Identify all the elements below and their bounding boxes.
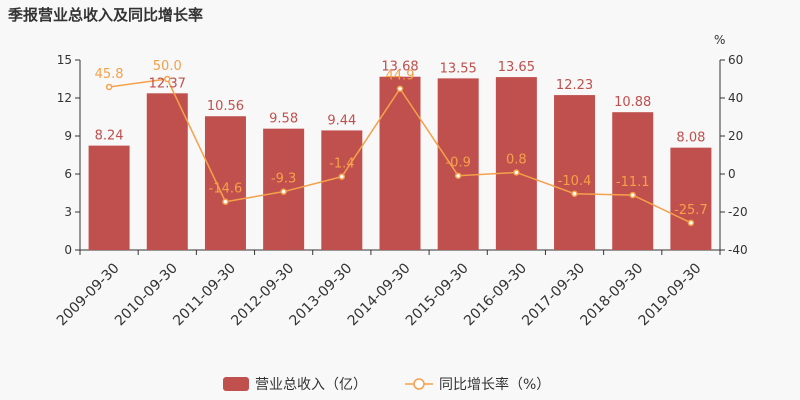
growth-point-label: -14.6 — [209, 182, 243, 197]
growth-point-label: -25.7 — [674, 203, 708, 218]
legend[interactable]: 营业总收入（亿） 同比增长率（%） — [223, 376, 550, 393]
left-axis-tick-label: 6 — [64, 167, 72, 181]
growth-point[interactable] — [338, 173, 346, 180]
revenue-bar[interactable] — [146, 93, 188, 251]
growth-point[interactable] — [280, 188, 287, 195]
revenue-bar[interactable] — [495, 77, 537, 250]
right-axis-tick-label: 20 — [728, 129, 743, 143]
growth-point[interactable] — [105, 83, 113, 91]
left-axis-tick-label: 3 — [64, 205, 72, 219]
growth-point[interactable] — [454, 172, 462, 179]
revenue-bar[interactable] — [554, 95, 596, 250]
growth-point-label: 50.0 — [153, 59, 182, 74]
growth-point[interactable] — [513, 169, 520, 176]
growth-point[interactable] — [687, 219, 695, 227]
growth-line — [105, 75, 695, 227]
left-axis-tick-label: 15 — [57, 53, 72, 67]
revenue-bar-label: 13.68 — [381, 60, 418, 75]
revenue-bar-label: 8.08 — [676, 131, 705, 146]
revenue-bar[interactable] — [437, 78, 479, 250]
revenue-bar-label: 13.55 — [440, 61, 477, 76]
growth-point-label: -0.9 — [445, 156, 470, 171]
growth-point[interactable] — [629, 191, 636, 199]
revenue-bar-label: 12.23 — [556, 78, 593, 93]
revenue-bar[interactable] — [612, 112, 654, 250]
revenue-bar[interactable] — [204, 116, 246, 251]
growth-point-label: -11.1 — [616, 175, 650, 190]
growth-point-label: -10.4 — [558, 174, 592, 189]
revenue-bar-label: 10.88 — [614, 95, 651, 110]
growth-point-label: 45.8 — [95, 67, 124, 82]
legend-swatch-growth-marker — [413, 378, 425, 390]
legend-label-growth[interactable]: 同比增长率（%） — [439, 376, 550, 393]
revenue-bar-label: 12.37 — [149, 76, 186, 91]
growth-point[interactable] — [571, 190, 578, 198]
right-axis-tick-label: -20 — [728, 205, 748, 219]
left-axis-tick-label: 9 — [64, 129, 72, 143]
growth-point-label: 0.8 — [506, 152, 527, 167]
right-axis-tick-label: -40 — [728, 243, 748, 257]
revenue-bar-label: 13.65 — [498, 60, 535, 75]
legend-label-revenue[interactable]: 营业总收入（亿） — [255, 377, 367, 393]
revenue-bar[interactable] — [321, 130, 363, 250]
growth-point[interactable] — [222, 198, 229, 205]
growth-point[interactable] — [396, 85, 404, 92]
x-axis-tick-label: 2019-09-30 — [636, 260, 705, 329]
revenue-bar[interactable] — [670, 147, 712, 250]
left-axis-tick-label: 12 — [57, 91, 72, 105]
legend-swatch-revenue — [223, 377, 249, 391]
right-axis-unit: % — [714, 33, 725, 47]
revenue-bar-label: 9.58 — [269, 112, 298, 127]
growth-point-label: -1.4 — [329, 157, 354, 172]
revenue-bar[interactable] — [379, 76, 421, 250]
growth-point[interactable] — [164, 75, 171, 83]
revenue-bar-label: 9.44 — [327, 113, 356, 128]
bars — [88, 76, 712, 251]
growth-point-label: -9.3 — [271, 172, 296, 187]
right-axis-tick-label: 0 — [728, 167, 736, 181]
right-axis-tick-label: 60 — [728, 53, 743, 67]
revenue-bar-label: 10.56 — [207, 99, 244, 114]
left-axis-tick-label: 0 — [64, 243, 72, 257]
growth-point-label: 44.9 — [386, 69, 415, 84]
data-labels: 8.24 12.37 10.56 9.58 9.44 13.68 13.55 13.65 12.… — [95, 59, 708, 218]
right-axis-tick-label: 40 — [728, 91, 743, 105]
revenue-bar-label: 8.24 — [95, 129, 124, 144]
revenue-bar[interactable] — [88, 145, 130, 250]
chart-title: 季报营业总收入及同比增长率 — [8, 6, 203, 24]
